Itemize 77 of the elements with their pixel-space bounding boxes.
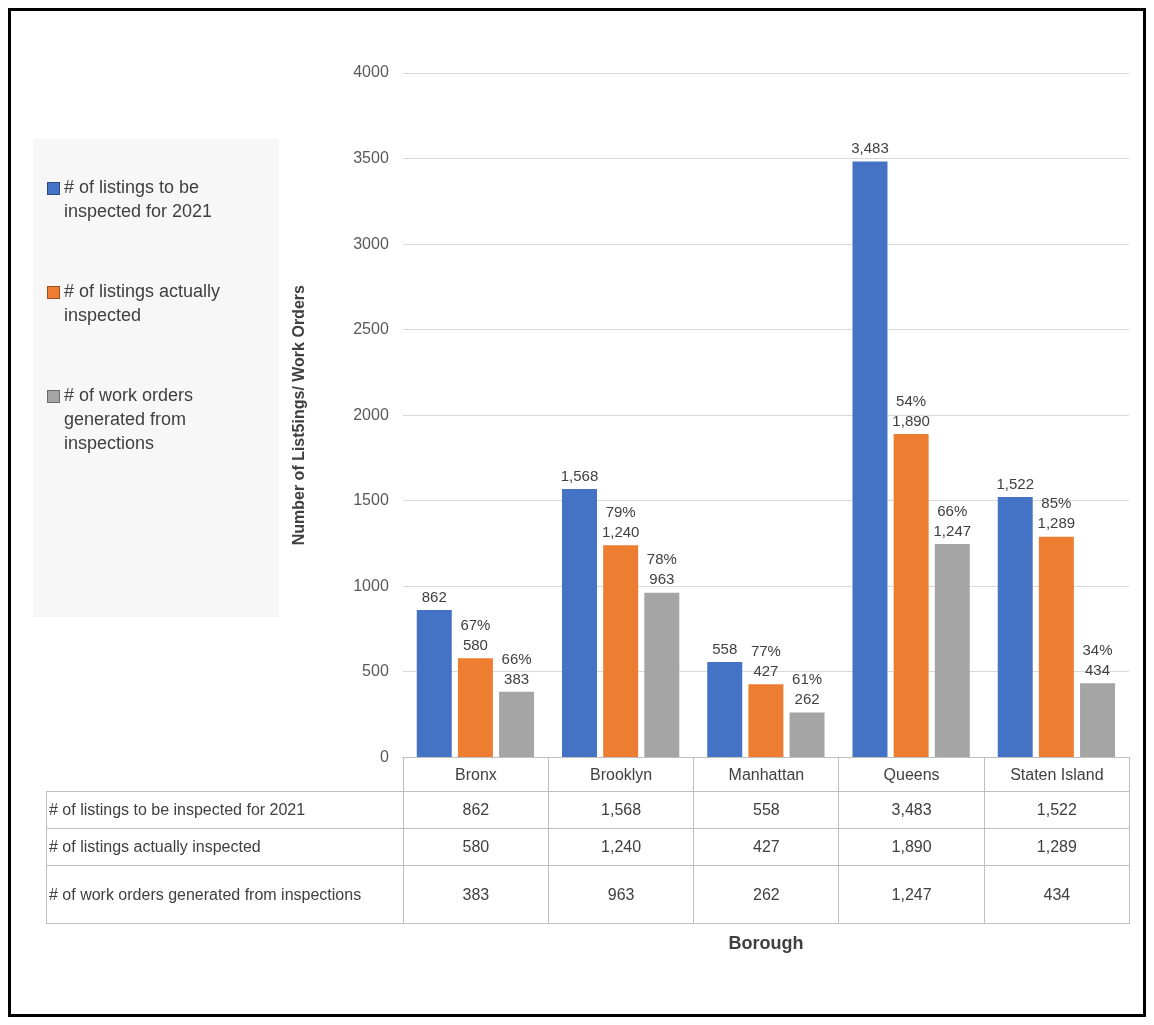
data-label: 262 (693, 865, 839, 924)
bar (562, 489, 597, 757)
bar (852, 161, 888, 757)
text: 1,890 (892, 411, 930, 429)
text: 1,289 (1037, 514, 1076, 532)
legend-label: # of listings to be inspected for 2021 (64, 176, 214, 223)
text: # of listings to be inspected for 2021 (49, 801, 306, 819)
legend-label: # of listings actually inspected (64, 280, 222, 327)
data-label: 558 (693, 791, 839, 829)
y-tick-label: 1500 (353, 491, 389, 509)
y-tick-label: 500 (362, 662, 389, 680)
text: 434 (1085, 660, 1111, 678)
x-tick-label: Staten Island (984, 757, 1130, 792)
y-tick-label: 2000 (353, 405, 389, 423)
text: 580 (462, 635, 488, 653)
bar (1038, 536, 1074, 757)
y-tick-label: 2500 (353, 320, 389, 338)
text: 1,240 (601, 522, 640, 540)
text: 3,483 (851, 139, 889, 157)
text: 383 (504, 669, 530, 687)
bar (1080, 683, 1116, 757)
data-label: 1,247 (838, 865, 985, 924)
text: 1,247 (933, 521, 972, 539)
text: 963 (649, 570, 675, 588)
bar (457, 658, 493, 757)
x-tick-label: Queens (838, 757, 985, 792)
bar (748, 684, 784, 757)
bar (934, 544, 970, 757)
data-label: 434 (984, 865, 1130, 924)
annotation: 61% (792, 670, 823, 688)
annotation: 34% (1082, 640, 1113, 658)
data-label: 1,240 (548, 828, 694, 866)
text: 427 (753, 661, 779, 679)
data-label: 383 (403, 865, 549, 924)
bar (499, 691, 535, 757)
data-label: 963 (548, 865, 694, 924)
bar (789, 712, 825, 757)
annotation: 77% (750, 641, 781, 659)
bar (997, 496, 1033, 757)
bar (416, 609, 452, 757)
y-tick-label: 4000 (353, 63, 389, 81)
data-label: 427 (693, 828, 839, 866)
y-axis-title: Number of List5ings/ Work Orders (290, 285, 308, 546)
text: 1,568 (560, 466, 599, 484)
annotation: 85% (1041, 494, 1072, 512)
annotation: 66% (937, 501, 968, 519)
bar (603, 545, 639, 757)
y-tick-label: 3500 (353, 148, 389, 166)
bar (893, 434, 929, 757)
y-tick-label: 3000 (353, 234, 389, 252)
data-label: 862 (403, 791, 549, 829)
text: 862 (421, 587, 447, 605)
x-tick-label: Manhattan (693, 757, 839, 792)
data-label: 1,289 (984, 828, 1130, 866)
y-tick-label: 1000 (353, 576, 389, 594)
text: 262 (794, 690, 820, 708)
data-label: 580 (403, 828, 549, 866)
data-label: 1,890 (838, 828, 985, 866)
bar (707, 661, 743, 757)
legend-label: # of work orders generated from inspections (64, 384, 195, 455)
x-tick-label: Bronx (403, 757, 549, 792)
bar (644, 592, 680, 757)
data-label: 1,568 (548, 791, 694, 829)
annotation: 54% (896, 391, 927, 409)
data-label: 1,522 (984, 791, 1130, 829)
text: 558 (712, 639, 738, 657)
annotation: 66% (501, 649, 532, 667)
annotation: 67% (460, 615, 491, 633)
text: 1,522 (996, 474, 1034, 492)
text: Borough (727, 933, 805, 955)
x-tick-label: Brooklyn (548, 757, 694, 792)
text: # of work orders generated from inspections (49, 885, 362, 903)
text: # of listings actually inspected (49, 838, 261, 856)
data-label: 3,483 (838, 791, 985, 829)
annotation: 78% (646, 550, 677, 568)
annotation: 79% (605, 502, 636, 520)
y-tick-label: 0 (379, 747, 389, 765)
